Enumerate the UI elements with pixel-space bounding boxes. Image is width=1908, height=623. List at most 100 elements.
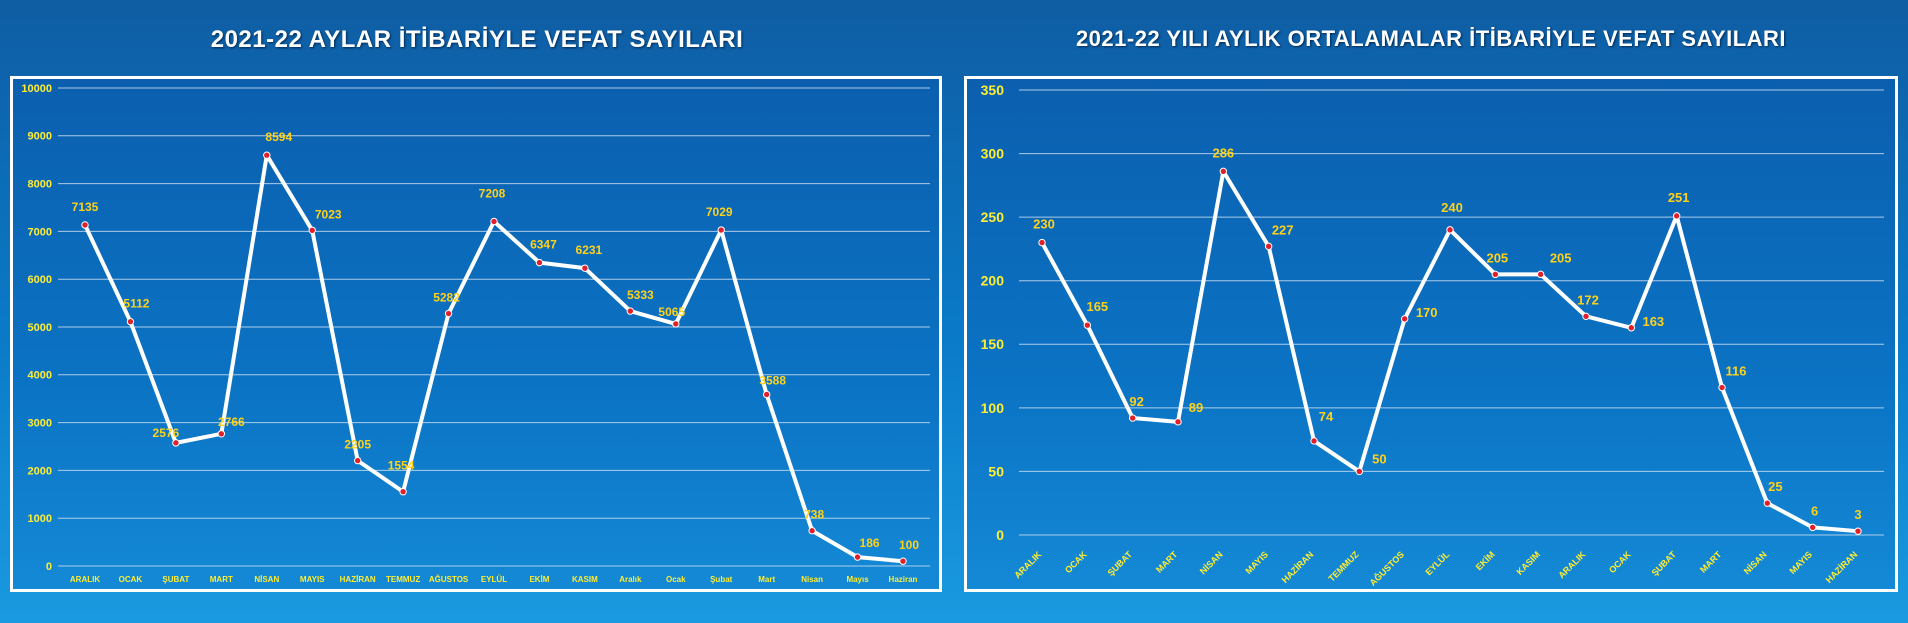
chart-panel-left: 2021-22 AYLAR İTİBARİYLE VEFAT SAYILARI … xyxy=(10,26,942,592)
x-tick-label: Nisan xyxy=(801,575,823,584)
data-label: 186 xyxy=(860,536,880,550)
data-point xyxy=(172,439,180,447)
chart-panel-right: 2021-22 YILI AYLIK ORTALAMALAR İTİBARİYL… xyxy=(954,0,1908,623)
data-label: 5065 xyxy=(658,305,685,319)
x-tick-label: OCAK xyxy=(1607,549,1633,575)
y-tick-label: 7000 xyxy=(28,226,52,238)
data-label: 163 xyxy=(1642,314,1664,329)
x-tick-label: ŞUBAT xyxy=(1106,549,1135,578)
x-tick-label: HAZİRAN xyxy=(1280,549,1316,585)
x-tick-label: NİSAN xyxy=(1198,549,1225,576)
x-tick-label: MAYIS xyxy=(1243,549,1270,576)
x-tick-label: EKİM xyxy=(1474,549,1497,572)
data-label: 5282 xyxy=(433,291,460,305)
data-label: 5112 xyxy=(123,297,149,311)
data-label: 116 xyxy=(1726,364,1747,379)
data-label: 251 xyxy=(1668,190,1690,205)
data-label: 5333 xyxy=(627,288,654,302)
data-point xyxy=(808,527,816,535)
data-label: 3588 xyxy=(759,373,786,387)
x-tick-label: NİSAN xyxy=(254,575,279,584)
y-tick-label: 4000 xyxy=(28,370,52,382)
x-tick-label: ARALIK xyxy=(1012,549,1043,580)
chart-title: 2021-22 AYLAR İTİBARİYLE VEFAT SAYILARI xyxy=(210,26,744,53)
plot-frame xyxy=(10,76,942,592)
y-tick-label: 0 xyxy=(996,527,1004,543)
x-tick-label: Şubat xyxy=(710,575,733,584)
data-label: 25 xyxy=(1768,479,1782,494)
y-tick-label: 100 xyxy=(981,400,1005,416)
x-tick-label: NİSAN xyxy=(1742,549,1769,576)
y-tick-label: 1000 xyxy=(28,513,52,525)
y-tick-label: 300 xyxy=(981,145,1005,161)
x-tick-label: Mayıs xyxy=(846,575,869,584)
y-tick-label: 10000 xyxy=(21,83,52,95)
data-point xyxy=(217,430,226,438)
data-point xyxy=(1854,527,1862,535)
data-point xyxy=(1219,167,1228,176)
series-line xyxy=(83,153,905,564)
data-label: 8594 xyxy=(265,130,292,144)
x-tick-label: OCAK xyxy=(119,575,143,584)
data-label: 89 xyxy=(1189,400,1203,415)
data-label: 2766 xyxy=(218,415,245,429)
data-point xyxy=(263,151,271,159)
x-tick-label: Aralık xyxy=(619,575,642,584)
data-label: 7023 xyxy=(315,207,342,221)
data-point xyxy=(399,488,407,496)
y-tick-label: 50 xyxy=(988,463,1004,479)
x-tick-label: ŞUBAT xyxy=(162,575,189,584)
data-label: 100 xyxy=(899,538,919,552)
x-tick-label: ARALIK xyxy=(1556,549,1587,580)
y-tick-label: 0 xyxy=(46,561,52,573)
data-label: 286 xyxy=(1212,145,1234,160)
data-label: 6 xyxy=(1811,503,1818,518)
x-tick-label: AĞUSTOS xyxy=(1367,549,1406,588)
y-tick-label: 5000 xyxy=(28,322,52,334)
data-label: 738 xyxy=(804,508,824,522)
data-point xyxy=(1083,321,1092,329)
data-point xyxy=(1355,467,1364,476)
data-point xyxy=(490,217,498,226)
x-tick-label: HAZİRAN xyxy=(340,575,376,584)
data-point xyxy=(1672,212,1681,220)
data-point xyxy=(672,320,680,328)
x-tick-label: HAZİRAN xyxy=(1824,549,1860,585)
x-tick-label: ARALIK xyxy=(70,575,100,584)
data-point xyxy=(1491,270,1500,279)
x-tick-label: AĞUSTOS xyxy=(429,575,469,584)
data-label: 74 xyxy=(1319,409,1334,424)
x-tick-label: MAYIS xyxy=(300,575,325,584)
data-point xyxy=(126,317,135,326)
data-label: 2205 xyxy=(344,438,371,452)
data-point xyxy=(81,221,89,229)
x-tick-label: MART xyxy=(210,575,233,584)
y-tick-label: 150 xyxy=(981,336,1005,352)
data-label: 7208 xyxy=(479,186,506,200)
x-tick-label: EYLÜL xyxy=(481,575,507,584)
x-tick-label: Ocak xyxy=(666,575,686,584)
data-point xyxy=(1264,242,1273,251)
data-label: 6347 xyxy=(530,238,557,252)
data-point xyxy=(1400,315,1409,323)
x-tick-label: KASIM xyxy=(572,575,598,584)
data-label: 7029 xyxy=(706,205,733,219)
data-label: 92 xyxy=(1129,394,1143,409)
data-point xyxy=(762,390,771,399)
data-label: 172 xyxy=(1577,292,1599,307)
y-tick-label: 6000 xyxy=(28,274,52,286)
data-label: 50 xyxy=(1372,451,1386,466)
data-label: 240 xyxy=(1441,200,1463,215)
x-tick-label: OCAK xyxy=(1063,549,1089,575)
x-tick-label: Mart xyxy=(758,575,775,584)
data-label: 227 xyxy=(1272,222,1294,237)
data-point xyxy=(1718,383,1726,392)
data-point xyxy=(1808,523,1817,532)
data-point xyxy=(353,456,362,465)
x-tick-label: TEMMUZ xyxy=(386,575,420,584)
x-tick-label: MAYIS xyxy=(1787,549,1814,576)
data-point xyxy=(1582,312,1590,321)
data-point xyxy=(626,307,635,315)
data-label: 7135 xyxy=(72,200,99,214)
data-point xyxy=(1310,437,1318,445)
